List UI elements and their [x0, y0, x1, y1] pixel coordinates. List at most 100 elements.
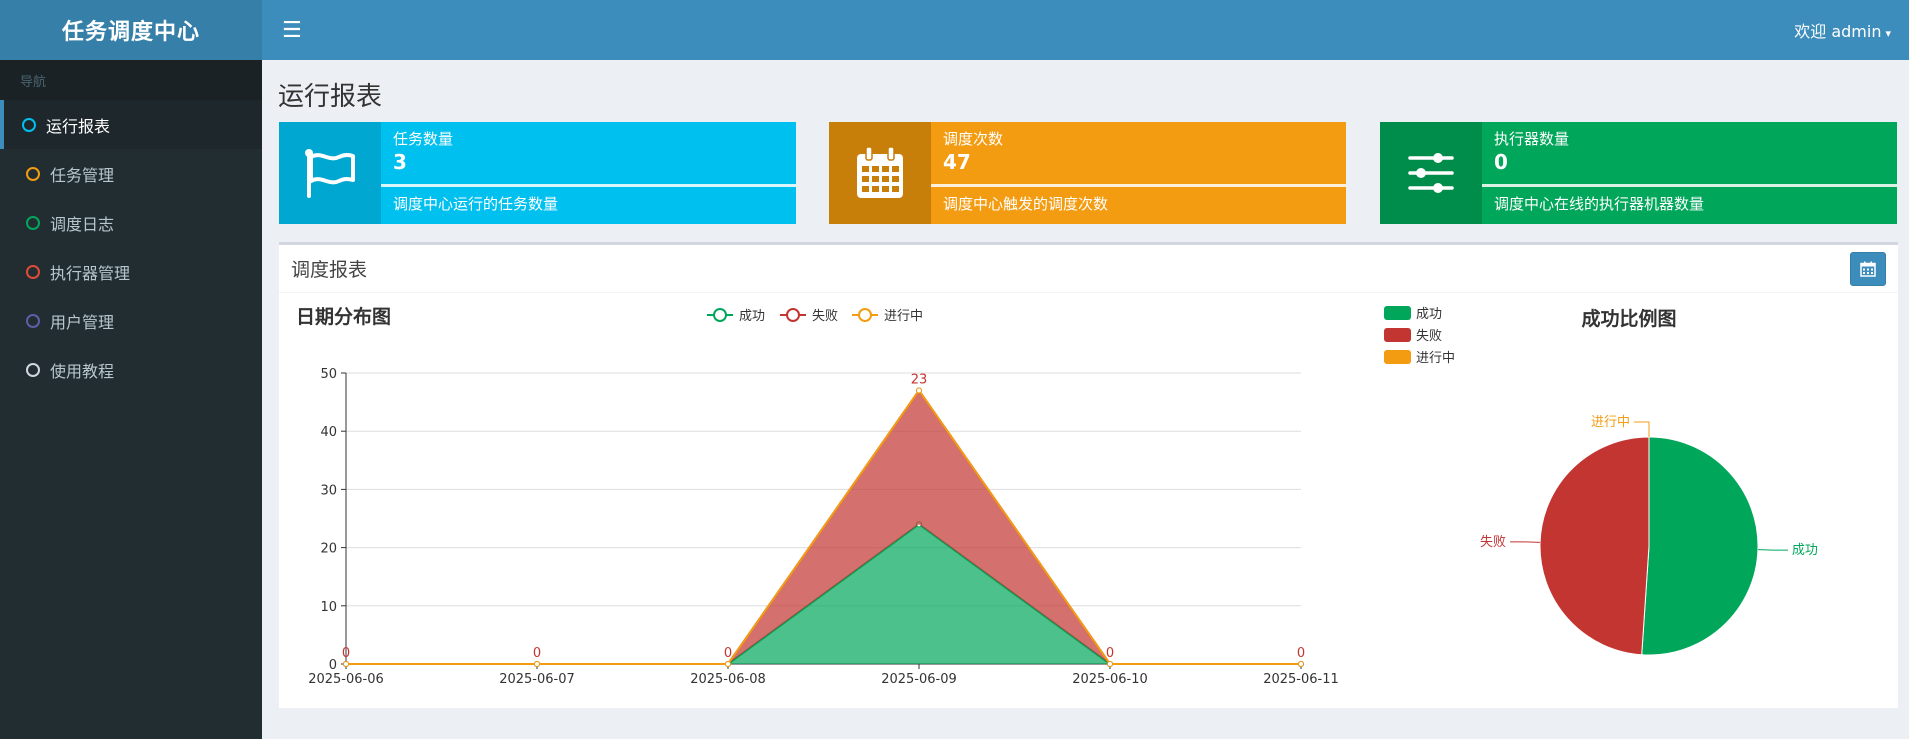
page-title: 运行报表: [278, 82, 383, 112]
stat-description: 调度中心运行的任务数量: [393, 195, 559, 213]
data-point: [1107, 661, 1113, 667]
date-range-button[interactable]: [1850, 251, 1886, 286]
sidebar-item-5[interactable]: 使用教程: [0, 345, 262, 394]
pie-legend-label-1: 失败: [1416, 329, 1442, 344]
app-logo[interactable]: 任务调度中心: [0, 0, 262, 60]
legend-marker-2: [858, 308, 872, 322]
y-tick-label: 50: [320, 367, 337, 382]
calendar-icon: [829, 122, 931, 224]
user-menu-label: 欢迎 admin: [1794, 22, 1882, 41]
flag-icon: [279, 122, 381, 224]
data-point: [916, 387, 922, 394]
legend-marker-0: [713, 308, 727, 322]
stat-body: 执行器数量 0 调度中心在线的执行器机器数量: [1482, 122, 1897, 224]
calendar-icon: [1860, 261, 1876, 277]
x-tick-label: 2025-06-09: [881, 672, 957, 687]
sidebar: 任务调度中心 导航 运行报表任务管理调度日志执行器管理用户管理使用教程: [0, 0, 262, 739]
report-box: 调度报表 日期分布图 成功 失败 进行中 0 10 20 30 40 50 2025-06-06 20…: [279, 242, 1898, 708]
user-menu[interactable]: 欢迎 admin ▾: [1794, 18, 1895, 42]
pie-chart-title: 成功比例图: [1581, 307, 1676, 330]
stat-box-1: 调度次数 47 调度中心触发的调度次数: [829, 122, 1346, 224]
circle-icon: [26, 215, 40, 230]
data-point: [1298, 661, 1304, 667]
sidebar-item-3[interactable]: 执行器管理: [0, 247, 262, 296]
x-tick-label: 2025-06-10: [1072, 672, 1148, 687]
charts-area: 日期分布图 成功 失败 进行中 0 10 20 30 40 50 2025-06-06 2025-06…: [279, 293, 1898, 712]
pie-slice-1: [1539, 436, 1650, 656]
pie-legend-swatch-2: [1384, 350, 1411, 364]
hamburger-icon[interactable]: ☰: [282, 17, 302, 43]
stat-value: 3: [393, 150, 407, 174]
stat-body: 调度次数 47 调度中心触发的调度次数: [931, 122, 1346, 224]
data-label: 23: [911, 372, 928, 387]
pie-legend-label-2: 进行中: [1416, 351, 1455, 366]
pie-label-1: 失败: [1480, 535, 1506, 550]
stat-label: 调度次数: [943, 130, 1004, 148]
series-line-2: [346, 388, 1301, 665]
y-tick-label: 10: [320, 600, 337, 615]
x-tick-label: 2025-06-06: [308, 672, 384, 687]
data-point: [534, 661, 540, 667]
circle-icon: [22, 117, 36, 132]
x-tick-label: 2025-06-08: [690, 672, 766, 687]
x-tick-label: 2025-06-07: [499, 672, 575, 687]
data-label: 0: [533, 646, 541, 661]
y-tick-label: 30: [320, 483, 337, 498]
stat-progress-bar: [381, 184, 796, 187]
stat-box-0: 任务数量 3 调度中心运行的任务数量: [279, 122, 796, 224]
data-label: 0: [1106, 646, 1114, 661]
report-box-header: 调度报表: [279, 245, 1898, 293]
line-legend-label-1: 失败: [812, 309, 838, 324]
pie-label-line-2: [1634, 421, 1650, 437]
pie-legend-swatch-0: [1384, 306, 1411, 320]
pie-label-0: 成功: [1792, 543, 1818, 558]
nav-header: 导航: [0, 60, 262, 100]
sidebar-item-0[interactable]: 运行报表: [0, 100, 262, 149]
stat-description: 调度中心触发的调度次数: [943, 195, 1109, 213]
line-chart-title: 日期分布图: [296, 305, 391, 328]
line-legend-label-2: 进行中: [884, 309, 923, 324]
sidebar-item-label: 运行报表: [46, 116, 111, 136]
top-navbar: ☰ 欢迎 admin ▾: [262, 0, 1909, 60]
pie-legend-swatch-1: [1384, 328, 1411, 342]
circle-icon: [26, 313, 40, 328]
stat-progress-bar: [931, 184, 1346, 187]
stat-label: 执行器数量: [1494, 130, 1570, 148]
circle-icon: [26, 166, 40, 181]
data-label: 0: [724, 646, 732, 661]
sliders-icon: [1380, 122, 1482, 224]
pie-legend-label-0: 成功: [1416, 307, 1442, 322]
pie-label-line-1: [1510, 541, 1541, 543]
sidebar-item-label: 任务管理: [50, 165, 115, 185]
stat-progress-bar: [1482, 184, 1897, 187]
pie-label-line-0: [1757, 549, 1788, 551]
stat-value: 47: [943, 150, 971, 174]
stat-description: 调度中心在线的执行器机器数量: [1494, 195, 1705, 213]
y-tick-label: 0: [329, 658, 337, 673]
stat-box-2: 执行器数量 0 调度中心在线的执行器机器数量: [1380, 122, 1897, 224]
line-legend-label-0: 成功: [739, 309, 765, 324]
sidebar-item-2[interactable]: 调度日志: [0, 198, 262, 247]
pie-label-2: 进行中: [1591, 415, 1630, 430]
sidebar-item-label: 使用教程: [50, 361, 115, 381]
circle-icon: [26, 362, 40, 377]
data-point: [725, 661, 731, 667]
report-title: 调度报表: [291, 259, 368, 281]
sidebar-item-label: 调度日志: [50, 214, 115, 234]
sidebar-item-1[interactable]: 任务管理: [0, 149, 262, 198]
pie-slice-0: [1641, 436, 1759, 656]
stat-label: 任务数量: [393, 130, 454, 148]
circle-icon: [26, 264, 40, 279]
data-label: 0: [1297, 646, 1305, 661]
sidebar-item-label: 执行器管理: [50, 263, 131, 283]
y-tick-label: 40: [320, 425, 337, 440]
data-point: [343, 661, 349, 667]
stat-value: 0: [1494, 150, 1508, 174]
sidebar-item-label: 用户管理: [50, 312, 115, 332]
x-tick-label: 2025-06-11: [1263, 672, 1339, 687]
stat-body: 任务数量 3 调度中心运行的任务数量: [381, 122, 796, 224]
nav-list: 运行报表任务管理调度日志执行器管理用户管理使用教程: [0, 100, 262, 394]
sidebar-item-4[interactable]: 用户管理: [0, 296, 262, 345]
main-content: 运行报表: [262, 60, 1909, 739]
